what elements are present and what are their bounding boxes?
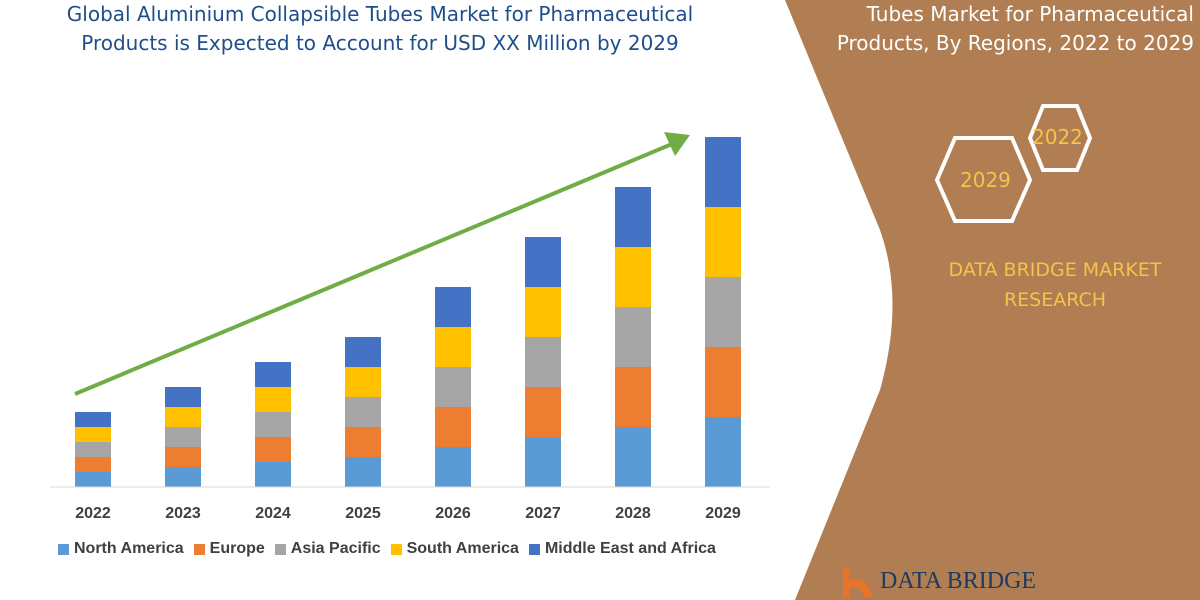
x-tick-label: 2024 — [255, 505, 291, 522]
bar-segment-2023-middle-east-and-africa — [165, 387, 201, 407]
x-tick-label: 2029 — [705, 505, 741, 522]
bar-segment-2029-middle-east-and-africa — [705, 137, 741, 207]
legend-item: Middle East and Africa — [528, 540, 716, 558]
legend-label: South America — [406, 540, 519, 557]
bar-segment-2027-south-america — [525, 287, 561, 337]
bar-segment-2026-europe — [435, 407, 471, 447]
legend-label: Middle East and Africa — [544, 540, 716, 557]
x-tick-label: 2028 — [615, 505, 651, 522]
bar-segment-2025-north-america — [345, 457, 381, 487]
side-panel-title: Tubes Market for Pharmaceutical Products… — [815, 0, 1200, 58]
bar-segment-2022-north-america — [75, 472, 111, 487]
trend-arrowhead — [664, 132, 690, 156]
bar-segment-2027-europe — [525, 387, 561, 437]
brand-text: DATA BRIDGE MARKET RESEARCH — [905, 255, 1200, 315]
legend-swatch — [528, 543, 540, 555]
legend-item: South America — [390, 540, 519, 558]
bar-segment-2028-middle-east-and-africa — [615, 187, 651, 247]
hex-2029-label: 2029 — [960, 168, 1011, 192]
x-tick-label: 2022 — [75, 505, 111, 522]
hex-2029-shape — [934, 136, 1033, 223]
legend-swatch — [58, 543, 69, 555]
x-tick-label: 2025 — [345, 505, 381, 522]
bar-segment-2024-south-america — [255, 387, 291, 412]
bar-segment-2023-south-america — [165, 407, 201, 427]
legend-swatch — [193, 543, 205, 555]
bar-segment-2026-south-america — [435, 327, 471, 367]
bar-segment-2025-asia-pacific — [345, 397, 381, 427]
bar-segment-2024-europe — [255, 437, 291, 462]
bar-segment-2027-asia-pacific — [525, 337, 561, 387]
bar-segment-2027-north-america — [525, 437, 561, 487]
legend-item: North America — [58, 540, 184, 558]
legend-swatch — [390, 543, 402, 555]
bar-segment-2028-south-america — [615, 247, 651, 307]
bar-segment-2029-asia-pacific — [705, 277, 741, 347]
chart-title: Global Aluminium Collapsible Tubes Marke… — [20, 0, 740, 58]
bar-segment-2025-south-america — [345, 367, 381, 397]
bar-segment-2023-north-america — [165, 467, 201, 487]
bar-segment-2028-europe — [615, 367, 651, 427]
logo-icon — [843, 567, 872, 597]
chart-title-line2: Products is Expected to Account for USD … — [81, 31, 679, 55]
legend-label: Asia Pacific — [290, 540, 381, 557]
legend-item: Asia Pacific — [274, 540, 381, 558]
bar-segment-2027-middle-east-and-africa — [525, 237, 561, 287]
bar-segment-2024-north-america — [255, 462, 291, 487]
side-title-line1: Tubes Market for Pharmaceutical — [866, 2, 1194, 26]
side-panel — [785, 0, 1200, 600]
bar-segment-2029-north-america — [705, 417, 741, 487]
chart-title-line1: Global Aluminium Collapsible Tubes Marke… — [66, 2, 694, 26]
bar-segment-2022-asia-pacific — [75, 442, 111, 457]
legend-swatch — [274, 543, 286, 555]
bar-segment-2026-middle-east-and-africa — [435, 287, 471, 327]
bar-segment-2024-middle-east-and-africa — [255, 362, 291, 387]
logo-text: DATA BRIDGE — [880, 568, 1037, 594]
legend-label: North America — [74, 540, 184, 557]
legend-label: Europe — [209, 540, 265, 557]
legend-item: Europe — [193, 540, 265, 558]
bar-segment-2026-asia-pacific — [435, 367, 471, 407]
bar-segment-2025-europe — [345, 427, 381, 457]
bar-segment-2028-north-america — [615, 427, 651, 487]
hex-2022-shape — [1027, 104, 1093, 172]
brand-line2: RESEARCH — [1003, 289, 1107, 311]
x-tick-label: 2027 — [525, 505, 561, 522]
bar-segment-2022-europe — [75, 457, 111, 472]
bar-segment-2023-europe — [165, 447, 201, 467]
trend-arrow — [74, 142, 673, 396]
bar-segment-2029-south-america — [705, 207, 741, 277]
x-tick-label: 2023 — [165, 505, 201, 522]
chart: 2022 2023 2024 2025 2026 2027 2028 2029 — [75, 137, 741, 522]
hex-2022-label: 2022 — [1032, 125, 1083, 149]
bar-segment-2026-north-america — [435, 447, 471, 487]
x-tick-label: 2026 — [435, 505, 471, 522]
side-title-line2: Products, By Regions, 2022 to 2029 — [836, 31, 1194, 55]
bar-segment-2023-asia-pacific — [165, 427, 201, 447]
bar-segment-2022-south-america — [75, 427, 111, 442]
legend: North America Europe Asia Pacific South Ame… — [58, 540, 716, 558]
brand-line1: DATA BRIDGE MARKET — [948, 259, 1162, 281]
bar-segment-2022-middle-east-and-africa — [75, 412, 111, 427]
bar-segment-2025-middle-east-and-africa — [345, 337, 381, 367]
bar-segment-2029-europe — [705, 347, 741, 417]
bar-segment-2028-asia-pacific — [615, 307, 651, 367]
bar-segment-2024-asia-pacific — [255, 412, 291, 437]
